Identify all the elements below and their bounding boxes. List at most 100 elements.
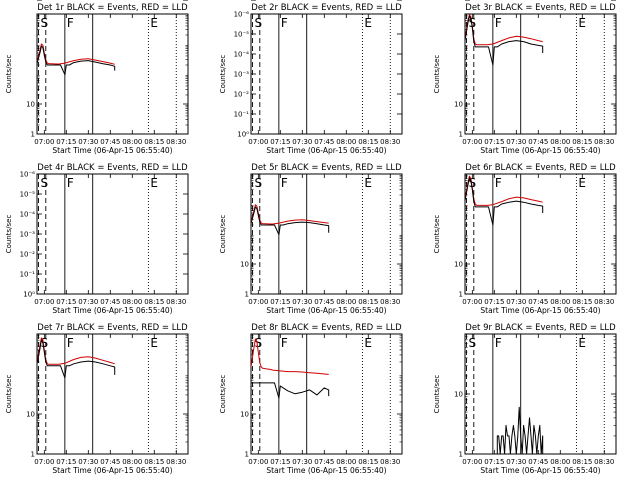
y-tick-label: 10⁻⁴	[20, 211, 36, 219]
x-tick-label: 08:00	[122, 298, 142, 306]
y-tick-label: 10⁻²	[20, 251, 36, 259]
plot-frame	[36, 333, 189, 455]
x-tick-label: 07:00	[462, 298, 482, 306]
chart-panel-6: Det 6r BLACK = Events, RED = LLD Start Ti…	[433, 0, 617, 315]
marker-label: E	[578, 336, 586, 350]
y-tick-label: 10	[26, 101, 35, 109]
x-tick-label: 07:15	[56, 298, 76, 306]
x-tick-label: 07:15	[56, 138, 76, 146]
events-series-line	[465, 177, 544, 226]
x-tick-label: 07:00	[462, 138, 482, 146]
x-tick-label: 08:30	[380, 138, 400, 146]
lld-series-line	[465, 175, 543, 206]
chart-panel-3: Det 3r BLACK = Events, RED = LLD Start Ti…	[433, 0, 617, 155]
y-tick-label: 10	[240, 411, 249, 419]
y-tick-label: 100	[450, 0, 463, 2]
x-tick-label: 07:30	[506, 138, 526, 146]
x-tick-label: 08:00	[550, 138, 570, 146]
x-tick-label: 07:30	[292, 138, 312, 146]
series-group	[465, 14, 544, 66]
y-tick-label: 10000	[441, 0, 463, 2]
plot-frame	[464, 173, 617, 295]
events-series-line	[465, 15, 544, 66]
x-tick-label: 08:00	[122, 138, 142, 146]
x-tick-label: 07:00	[248, 138, 268, 146]
x-tick-label: 07:30	[292, 298, 312, 306]
y-tick-label: 10⁰	[237, 131, 249, 139]
x-axis-label: Start Time (06-Apr-15 06:55:40)	[266, 146, 386, 155]
marker-label: S	[40, 176, 48, 190]
x-tick-label: 07:45	[528, 298, 548, 306]
marker-label: E	[364, 336, 372, 350]
y-axis-label: Counts/sec	[219, 215, 227, 254]
plot-frame	[36, 13, 189, 135]
marker-label: F	[495, 336, 502, 350]
y-tick-label: 10⁻³	[20, 231, 36, 239]
y-tick-label: 1	[245, 291, 249, 299]
x-tick-label: 08:00	[336, 138, 356, 146]
x-tick-label: 08:15	[144, 458, 164, 466]
y-axis-label: Counts/sec	[433, 215, 441, 254]
y-tick-label: 1000	[231, 0, 249, 2]
y-axis-label: Counts/sec	[433, 375, 441, 414]
y-tick-label: 1000	[17, 0, 35, 2]
x-tick-label: 07:45	[528, 138, 548, 146]
x-axis-label: Start Time (06-Apr-15 06:55:40)	[52, 306, 172, 315]
y-axis-label: Counts/sec	[5, 55, 13, 94]
chart-title: Det 6r BLACK = Events, RED = LLD	[465, 163, 616, 173]
y-tick-label: 100	[236, 0, 249, 2]
x-tick-label: 08:15	[144, 298, 164, 306]
x-tick-label: 07:00	[462, 458, 482, 466]
events-series-line	[37, 339, 116, 379]
series-group	[251, 338, 330, 399]
x-tick-label: 08:30	[166, 138, 186, 146]
x-tick-label: 07:30	[506, 298, 526, 306]
chart-panel-8: Det 8r BLACK = Events, RED = LLD Start Ti…	[219, 0, 403, 475]
marker-label: S	[254, 16, 262, 30]
lld-series-line	[37, 337, 115, 365]
y-tick-label: 10	[454, 391, 463, 399]
marker-label: S	[254, 336, 262, 350]
marker-label: F	[495, 16, 502, 30]
x-tick-label: 08:30	[594, 138, 614, 146]
plot-frame	[250, 333, 403, 455]
x-tick-label: 08:00	[336, 298, 356, 306]
x-tick-label: 07:45	[314, 138, 334, 146]
y-tick-label: 10000	[13, 0, 35, 2]
y-tick-label: 10	[454, 101, 463, 109]
x-tick-label: 07:30	[292, 458, 312, 466]
x-tick-label: 07:15	[484, 298, 504, 306]
x-tick-label: 07:30	[78, 138, 98, 146]
y-tick-label: 10⁻¹	[20, 271, 36, 279]
marker-label: F	[281, 16, 288, 30]
x-tick-label: 07:15	[270, 458, 290, 466]
y-tick-label: 100	[450, 0, 463, 2]
x-tick-label: 08:00	[122, 458, 142, 466]
y-tick-label: 10000	[441, 0, 463, 2]
x-tick-label: 08:15	[358, 138, 378, 146]
x-tick-label: 07:45	[100, 138, 120, 146]
chart-panel-9: Det 9r BLACK = Events, RED = LLD Start Ti…	[433, 0, 617, 475]
x-tick-label: 08:30	[594, 458, 614, 466]
x-tick-label: 07:45	[314, 298, 334, 306]
marker-label: S	[254, 176, 262, 190]
y-tick-label: 1	[31, 451, 35, 459]
plot-frame	[250, 13, 403, 135]
y-tick-label: 10	[26, 411, 35, 419]
y-tick-label: 100	[450, 0, 463, 2]
y-tick-label: 10⁻⁶	[234, 11, 250, 19]
y-tick-label: 10000	[227, 0, 249, 2]
x-tick-label: 07:30	[78, 458, 98, 466]
x-tick-label: 07:00	[34, 298, 54, 306]
x-tick-label: 07:00	[248, 298, 268, 306]
y-tick-label: 1	[459, 451, 463, 459]
x-tick-label: 07:45	[528, 458, 548, 466]
marker-label: E	[364, 176, 372, 190]
events-series-line	[251, 206, 330, 236]
series-group	[465, 175, 544, 226]
y-tick-label: 100	[236, 0, 249, 2]
lld-series-line	[465, 14, 543, 46]
x-tick-label: 07:30	[78, 298, 98, 306]
x-axis-label: Start Time (06-Apr-15 06:55:40)	[480, 306, 600, 315]
y-tick-label: 100	[22, 0, 35, 2]
